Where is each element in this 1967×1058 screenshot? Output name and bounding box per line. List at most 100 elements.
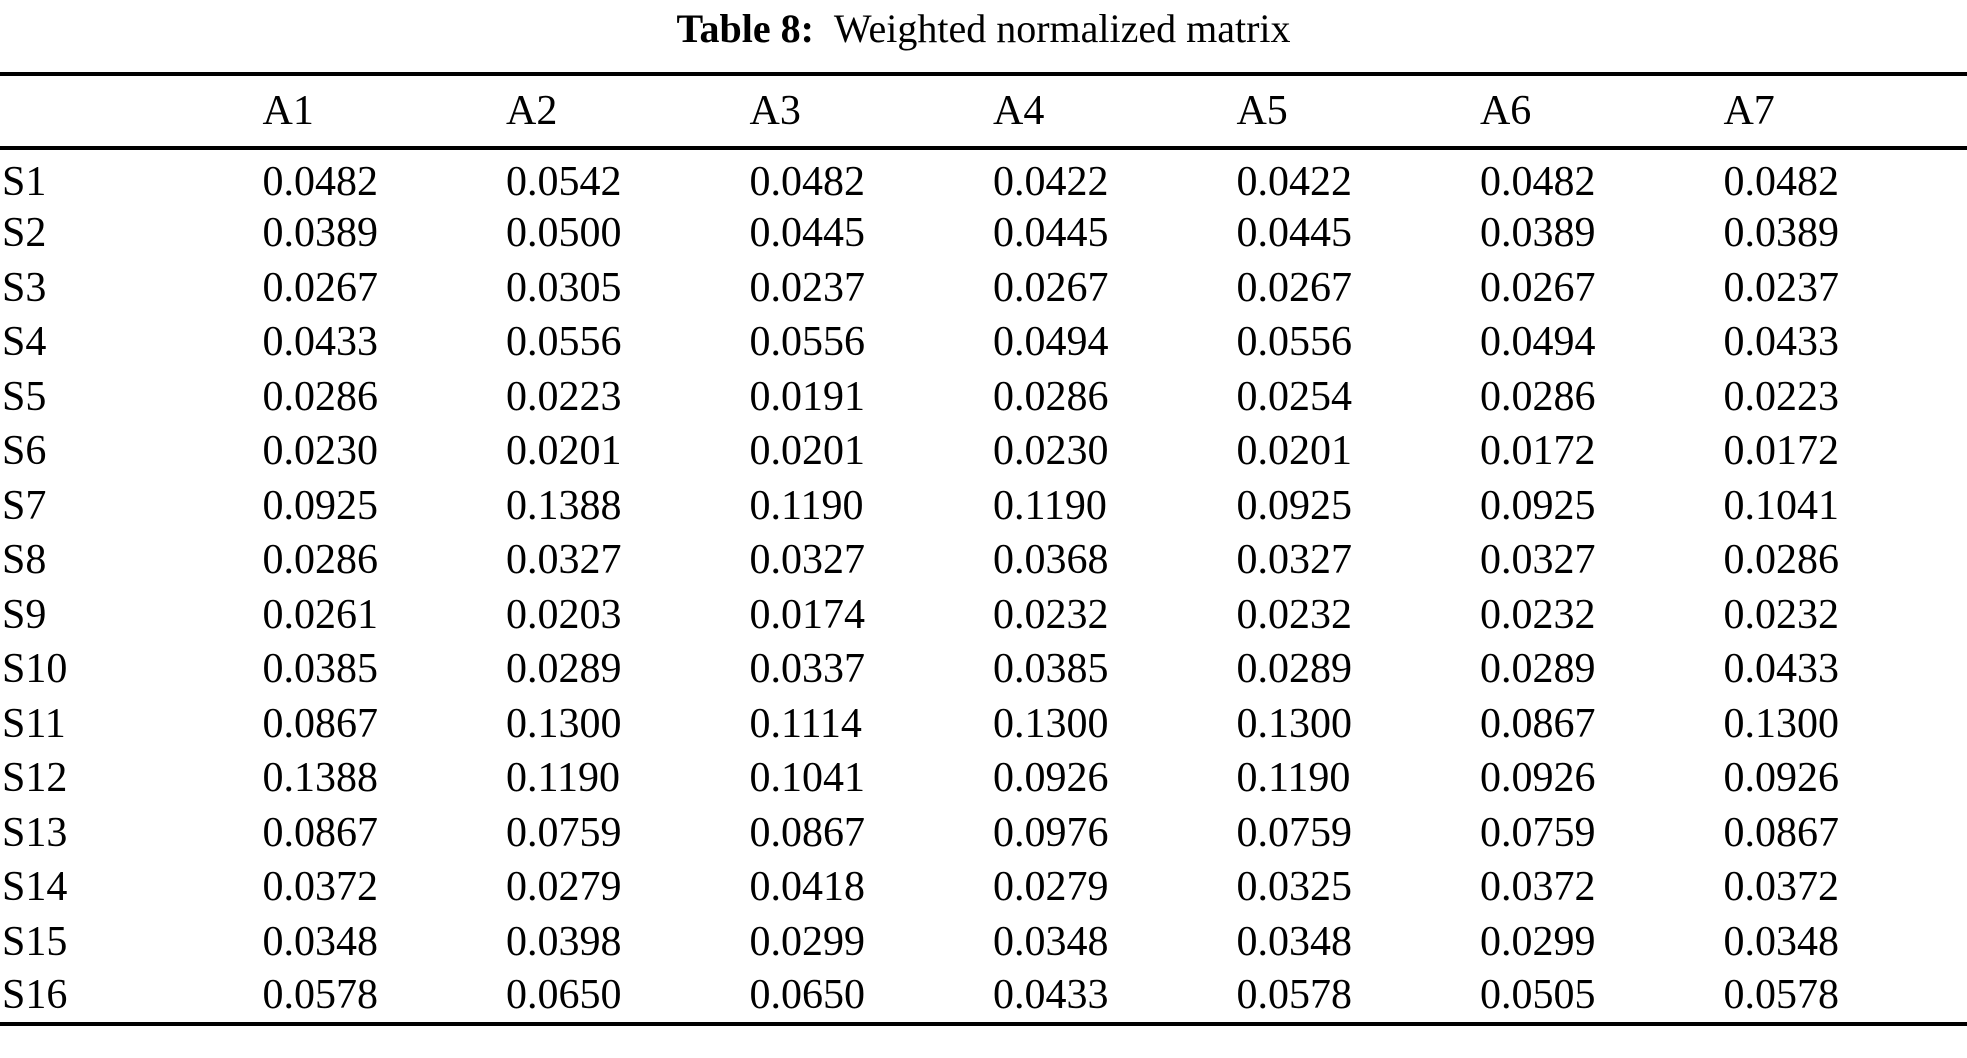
cell-s2-a3: 0.0445 xyxy=(749,210,866,257)
row-label-s11: S11 xyxy=(2,700,66,747)
cell-s5-a6: 0.0286 xyxy=(1479,373,1596,420)
row-label-s2: S2 xyxy=(2,210,47,257)
cell-s8-a7: 0.0286 xyxy=(1723,537,1839,584)
table-row: S3 0.0267 0.0305 0.0237 0.0267 0.0267 0.0267 0.… xyxy=(0,261,1967,316)
table-body: S1 0.0482 0.0542 0.0482 0.0422 0.0422 0.0482 0.… xyxy=(0,148,1967,1024)
cell-s16-a5: 0.0578 xyxy=(1236,972,1352,1019)
cell-s13-a2: 0.0759 xyxy=(506,809,622,856)
cell-s11-a2: 0.1300 xyxy=(506,700,622,747)
corner-cell xyxy=(0,74,263,150)
cell-s13-a1: 0.0867 xyxy=(262,809,379,856)
cell-s3-a1: 0.0267 xyxy=(262,264,379,311)
cell-s7-a5: 0.0925 xyxy=(1236,482,1352,529)
cell-s1-a1: 0.0482 xyxy=(262,159,379,205)
row-label-s9: S9 xyxy=(2,591,47,638)
cell-s8-a3: 0.0327 xyxy=(749,537,866,584)
cell-s2-a6: 0.0389 xyxy=(1479,210,1596,257)
cell-s10-a4: 0.0385 xyxy=(992,646,1109,693)
cell-s9-a5: 0.0232 xyxy=(1236,591,1352,638)
cell-s13-a7: 0.0867 xyxy=(1723,809,1839,856)
cell-s11-a1: 0.0867 xyxy=(262,700,379,747)
cell-s11-a3: 0.1114 xyxy=(749,700,862,747)
cell-s5-a3: 0.0191 xyxy=(749,373,866,420)
cell-s15-a6: 0.0299 xyxy=(1479,918,1596,965)
row-label-s12: S12 xyxy=(2,755,68,802)
cell-s1-a3: 0.0482 xyxy=(749,159,866,205)
column-header-a6: A6 xyxy=(1479,74,1724,150)
row-label-s16: S16 xyxy=(2,972,68,1019)
cell-s1-a2: 0.0542 xyxy=(506,159,622,205)
cell-s12-a2: 0.1190 xyxy=(506,755,620,802)
table-row: S13 0.0867 0.0759 0.0867 0.0976 0.0759 0.0759 0… xyxy=(0,806,1967,861)
table-caption-title: Weighted normalized matrix xyxy=(833,6,1291,51)
table-row: S4 0.0433 0.0556 0.0556 0.0494 0.0556 0.0494 0.… xyxy=(0,315,1967,370)
cell-s5-a7: 0.0223 xyxy=(1723,373,1839,420)
cell-s6-a3: 0.0201 xyxy=(749,428,866,475)
cell-s9-a7: 0.0232 xyxy=(1723,591,1839,638)
cell-s14-a5: 0.0325 xyxy=(1236,864,1352,911)
cell-s6-a7: 0.0172 xyxy=(1723,428,1839,475)
table-row: S2 0.0389 0.0500 0.0445 0.0445 0.0445 0.0389 0.… xyxy=(0,206,1967,261)
cell-s9-a4: 0.0232 xyxy=(992,591,1109,638)
cell-s12-a4: 0.0926 xyxy=(992,755,1109,802)
cell-s14-a7: 0.0372 xyxy=(1723,864,1839,911)
row-label-s10: S10 xyxy=(2,646,68,693)
cell-s10-a6: 0.0289 xyxy=(1479,646,1596,693)
cell-s3-a2: 0.0305 xyxy=(506,264,622,311)
cell-s16-a7: 0.0578 xyxy=(1723,972,1839,1019)
cell-s1-a6: 0.0482 xyxy=(1479,159,1596,205)
row-label-s7: S7 xyxy=(2,482,47,529)
cell-s7-a7: 0.1041 xyxy=(1723,482,1839,529)
cell-s4-a2: 0.0556 xyxy=(506,319,622,366)
table-row: S11 0.0867 0.1300 0.1114 0.1300 0.1300 0.0867 0… xyxy=(0,697,1967,752)
cell-s2-a7: 0.0389 xyxy=(1723,210,1839,257)
cell-s14-a3: 0.0418 xyxy=(749,864,866,911)
cell-s10-a2: 0.0289 xyxy=(506,646,622,693)
cell-s12-a5: 0.1190 xyxy=(1236,755,1351,802)
cell-s15-a7: 0.0348 xyxy=(1723,918,1839,965)
cell-s6-a5: 0.0201 xyxy=(1236,428,1352,475)
cell-s4-a1: 0.0433 xyxy=(262,319,379,366)
table-caption-number: Table 8: xyxy=(676,6,814,51)
table-row: S8 0.0286 0.0327 0.0327 0.0368 0.0327 0.0327 0.… xyxy=(0,533,1967,588)
cell-s13-a4: 0.0976 xyxy=(992,809,1109,856)
cell-s1-a5: 0.0422 xyxy=(1236,159,1352,205)
cell-s13-a6: 0.0759 xyxy=(1479,809,1596,856)
cell-s7-a3: 0.1190 xyxy=(749,482,864,529)
table-row: S15 0.0348 0.0398 0.0299 0.0348 0.0348 0.0299 0… xyxy=(0,915,1967,970)
cell-s6-a1: 0.0230 xyxy=(262,428,379,475)
table-row: S1 0.0482 0.0542 0.0482 0.0422 0.0422 0.0482 0.… xyxy=(0,148,1967,206)
row-label-s14: S14 xyxy=(2,864,68,911)
cell-s14-a2: 0.0279 xyxy=(506,864,622,911)
cell-s14-a6: 0.0372 xyxy=(1479,864,1596,911)
table-header: A1 A2 A3 A4 A5 A6 A7 xyxy=(0,74,1967,150)
cell-s15-a2: 0.0398 xyxy=(506,918,622,965)
table-row: S14 0.0372 0.0279 0.0418 0.0279 0.0325 0.0372 0… xyxy=(0,860,1967,915)
cell-s4-a5: 0.0556 xyxy=(1236,319,1352,366)
cell-s11-a5: 0.1300 xyxy=(1236,700,1352,747)
cell-s14-a4: 0.0279 xyxy=(992,864,1109,911)
cell-s12-a1: 0.1388 xyxy=(262,755,379,802)
column-header-a1: A1 xyxy=(262,74,507,150)
cell-s7-a1: 0.0925 xyxy=(262,482,379,529)
cell-s13-a5: 0.0759 xyxy=(1236,809,1352,856)
cell-s3-a5: 0.0267 xyxy=(1236,264,1352,311)
table-row: S9 0.0261 0.0203 0.0174 0.0232 0.0232 0.0232 0.… xyxy=(0,588,1967,643)
cell-s12-a6: 0.0926 xyxy=(1479,755,1596,802)
cell-s9-a1: 0.0261 xyxy=(262,591,379,638)
column-header-a5: A5 xyxy=(1236,74,1480,150)
cell-s7-a6: 0.0925 xyxy=(1479,482,1596,529)
table-row: S12 0.1388 0.1190 0.1041 0.0926 0.1190 0.0926 0… xyxy=(0,751,1967,806)
cell-s4-a6: 0.0494 xyxy=(1479,319,1596,366)
cell-s8-a1: 0.0286 xyxy=(262,537,379,584)
cell-s3-a4: 0.0267 xyxy=(992,264,1109,311)
cell-s10-a1: 0.0385 xyxy=(262,646,379,693)
cell-s2-a4: 0.0445 xyxy=(992,210,1109,257)
row-label-s6: S6 xyxy=(2,428,47,475)
cell-s9-a3: 0.0174 xyxy=(749,591,866,638)
cell-s2-a5: 0.0445 xyxy=(1236,210,1352,257)
table-row: S10 0.0385 0.0289 0.0337 0.0385 0.0289 0.0289 0… xyxy=(0,642,1967,697)
weighted-normalized-matrix-table: A1 A2 A3 A4 A5 A6 A7 S1 0.0482 0.0542 0.0482 0.042… xyxy=(0,72,1967,1026)
row-label-s4: S4 xyxy=(2,319,47,366)
cell-s16-a1: 0.0578 xyxy=(262,972,379,1019)
